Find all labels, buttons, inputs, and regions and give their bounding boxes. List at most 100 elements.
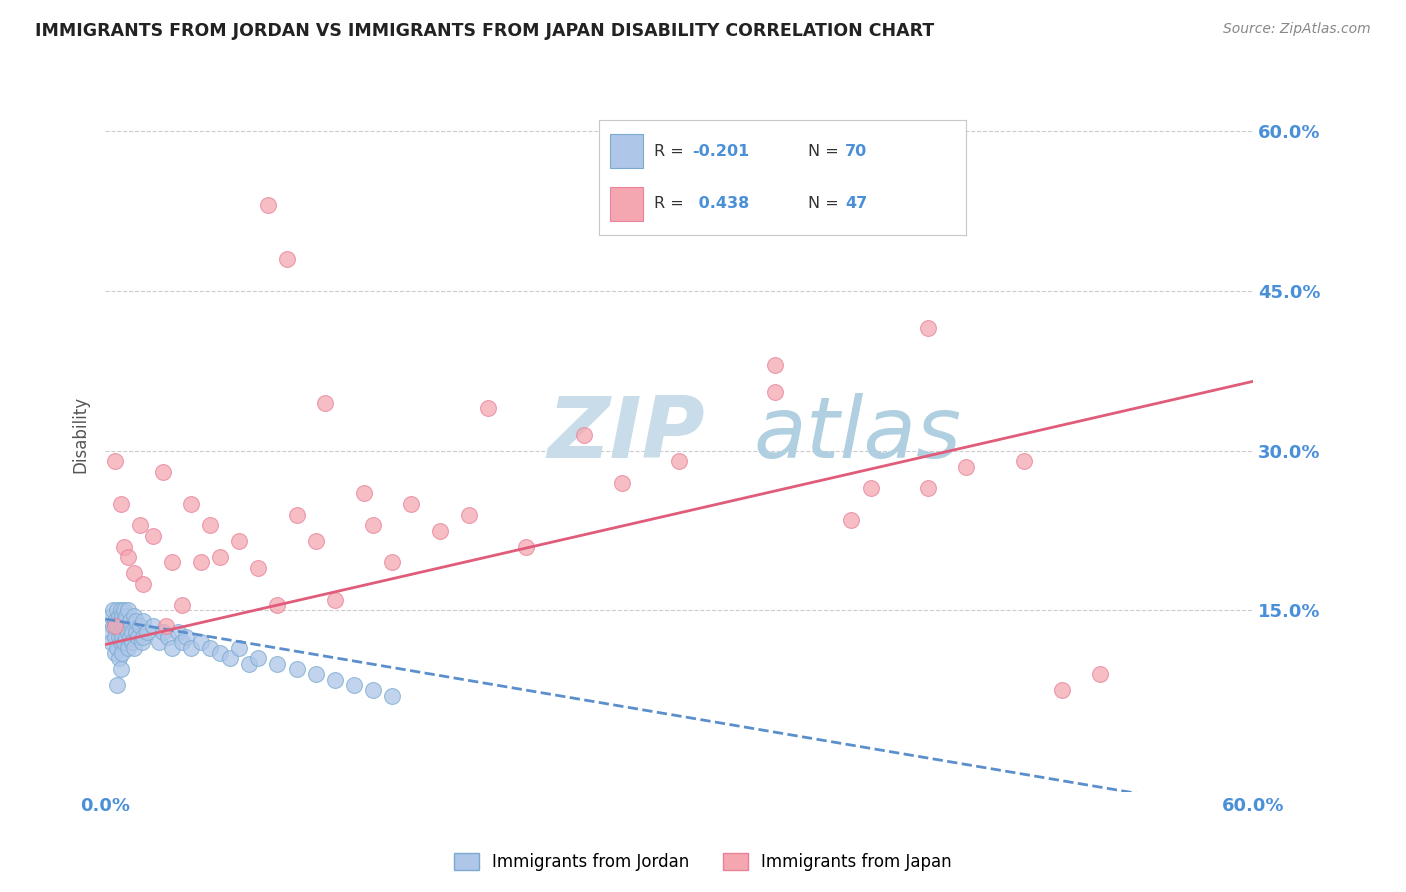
Immigrants from Jordan [111, 630, 134, 644]
Text: R =: R = [654, 144, 689, 159]
Immigrants from Japan [917, 321, 939, 335]
Immigrants from Jordan [107, 608, 129, 623]
Immigrants from Japan [276, 252, 298, 266]
Immigrants from Jordan [121, 635, 143, 649]
Immigrants from Jordan [361, 683, 384, 698]
Immigrants from Japan [763, 359, 786, 373]
Immigrants from Japan [1050, 683, 1073, 698]
Immigrants from Japan [155, 619, 177, 633]
Immigrants from Japan [859, 481, 882, 495]
Immigrants from Japan [128, 518, 150, 533]
Immigrants from Jordan [105, 619, 128, 633]
Immigrants from Japan [110, 497, 132, 511]
Immigrants from Japan [572, 427, 595, 442]
Immigrants from Japan [668, 454, 690, 468]
Immigrants from Japan [381, 556, 404, 570]
Immigrants from Jordan [100, 608, 122, 623]
Immigrants from Japan [917, 481, 939, 495]
Immigrants from Jordan [101, 619, 124, 633]
Immigrants from Jordan [105, 640, 128, 655]
Immigrants from Jordan [112, 614, 135, 628]
Immigrants from Jordan [170, 635, 193, 649]
Immigrants from Jordan [122, 640, 145, 655]
Immigrants from Jordan [132, 614, 155, 628]
Immigrants from Jordan [125, 624, 148, 639]
Immigrants from Japan [247, 561, 270, 575]
Immigrants from Japan [112, 540, 135, 554]
Immigrants from Jordan [190, 635, 212, 649]
Immigrants from Jordan [174, 630, 197, 644]
Text: Source: ZipAtlas.com: Source: ZipAtlas.com [1223, 22, 1371, 37]
Immigrants from Jordan [117, 624, 139, 639]
Immigrants from Japan [132, 577, 155, 591]
Immigrants from Japan [955, 459, 977, 474]
Immigrants from Japan [160, 556, 183, 570]
FancyBboxPatch shape [610, 186, 643, 221]
Immigrants from Jordan [218, 651, 240, 665]
Immigrants from Japan [228, 534, 250, 549]
Text: -0.201: -0.201 [693, 144, 749, 159]
Immigrants from Japan [477, 401, 499, 415]
Immigrants from Jordan [132, 630, 155, 644]
Immigrants from Jordan [115, 608, 138, 623]
Immigrants from Jordan [125, 614, 148, 628]
Immigrants from Jordan [117, 640, 139, 655]
Immigrants from Jordan [127, 630, 149, 644]
Immigrants from Japan [180, 497, 202, 511]
Immigrants from Jordan [122, 608, 145, 623]
Immigrants from Jordan [104, 646, 127, 660]
Immigrants from Jordan [323, 673, 346, 687]
Immigrants from Japan [841, 513, 863, 527]
Immigrants from Japan [305, 534, 328, 549]
Immigrants from Jordan [238, 657, 260, 671]
Immigrants from Jordan [98, 624, 121, 639]
Immigrants from Japan [142, 529, 165, 543]
Text: 47: 47 [845, 196, 868, 211]
Immigrants from Japan [515, 540, 537, 554]
Immigrants from Japan [1090, 667, 1112, 681]
Immigrants from Jordan [112, 619, 135, 633]
Immigrants from Japan [353, 486, 375, 500]
Immigrants from Jordan [148, 635, 170, 649]
Immigrants from Jordan [110, 603, 132, 617]
Immigrants from Japan [1012, 454, 1035, 468]
Immigrants from Japan [257, 198, 280, 212]
Text: N =: N = [808, 196, 844, 211]
Immigrants from Jordan [152, 624, 174, 639]
Immigrants from Jordan [120, 614, 142, 628]
Immigrants from Japan [117, 550, 139, 565]
Immigrants from Jordan [115, 630, 138, 644]
Immigrants from Jordan [110, 662, 132, 676]
Text: R =: R = [654, 196, 689, 211]
Immigrants from Jordan [107, 630, 129, 644]
Immigrants from Jordan [343, 678, 366, 692]
Immigrants from Japan [457, 508, 479, 522]
Immigrants from Jordan [111, 646, 134, 660]
Immigrants from Jordan [381, 689, 404, 703]
Immigrants from Jordan [112, 603, 135, 617]
Immigrants from Jordan [247, 651, 270, 665]
Immigrants from Jordan [112, 635, 135, 649]
FancyBboxPatch shape [610, 134, 643, 169]
Y-axis label: Disability: Disability [72, 396, 89, 473]
Immigrants from Jordan [110, 624, 132, 639]
Immigrants from Jordan [285, 662, 308, 676]
Immigrants from Jordan [105, 678, 128, 692]
Immigrants from Japan [610, 475, 633, 490]
Text: N =: N = [808, 144, 844, 159]
Immigrants from Jordan [131, 635, 153, 649]
Immigrants from Jordan [128, 619, 150, 633]
Immigrants from Japan [170, 598, 193, 612]
Immigrants from Jordan [167, 624, 190, 639]
Immigrants from Jordan [208, 646, 231, 660]
Immigrants from Japan [152, 465, 174, 479]
Immigrants from Jordan [121, 624, 143, 639]
Immigrants from Japan [323, 592, 346, 607]
Text: 0.438: 0.438 [693, 196, 749, 211]
Immigrants from Jordan [305, 667, 328, 681]
Text: atlas: atlas [754, 393, 962, 476]
Immigrants from Jordan [111, 608, 134, 623]
Immigrants from Jordan [105, 603, 128, 617]
Immigrants from Jordan [104, 614, 127, 628]
Immigrants from Jordan [101, 603, 124, 617]
